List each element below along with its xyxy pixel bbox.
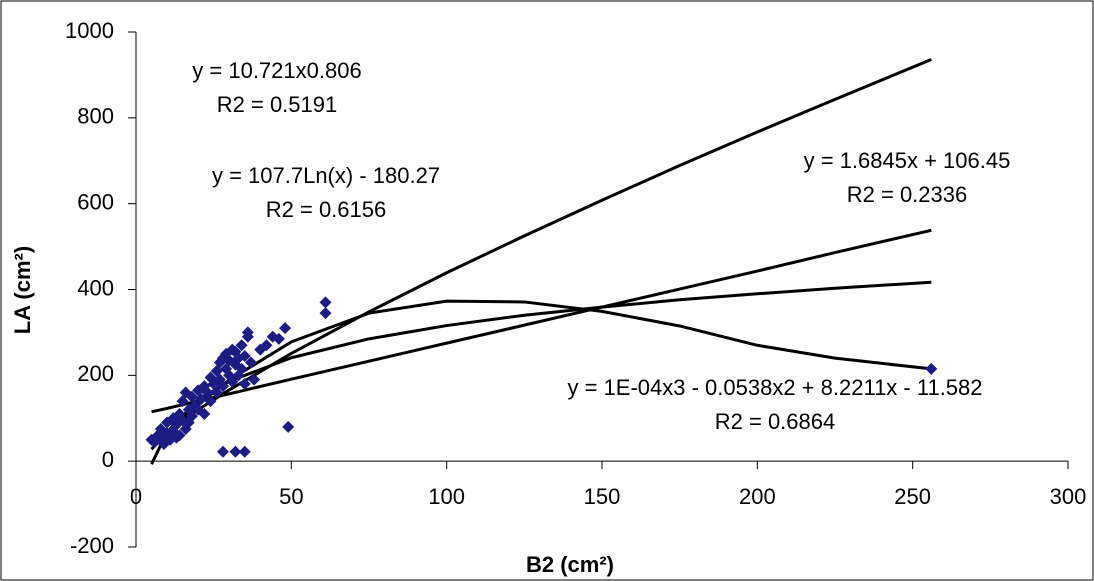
data-point xyxy=(204,395,217,408)
data-point xyxy=(235,362,248,375)
trendline-equation: y = 1E-04x3 - 0.0538x2 + 8.2211x - 11.58… xyxy=(567,375,982,400)
data-point xyxy=(216,380,229,393)
data-point xyxy=(272,332,285,345)
data-point xyxy=(235,339,248,352)
x-tick-label: 50 xyxy=(279,484,303,509)
trendline-equation: y = 1.6845x + 106.45 xyxy=(804,148,1011,173)
x-tick-label: 150 xyxy=(584,484,621,509)
x-tick-label: 200 xyxy=(739,484,776,509)
trendline-equation: R2 = 0.2336 xyxy=(847,182,967,207)
x-tick-label: 250 xyxy=(894,484,931,509)
data-point xyxy=(198,407,211,420)
data-point xyxy=(195,392,208,405)
data-point xyxy=(260,339,273,352)
trendline-equation: R2 = 0.6864 xyxy=(715,409,835,434)
data-point xyxy=(210,386,223,399)
data-point xyxy=(248,373,261,386)
trendline-equation: R2 = 0.6156 xyxy=(266,197,386,222)
y-tick-label: 600 xyxy=(77,189,114,214)
data-point xyxy=(238,377,251,390)
x-tick-label: 0 xyxy=(130,484,142,509)
data-point xyxy=(241,330,254,343)
y-tick-label: -200 xyxy=(70,533,114,558)
y-axis-title: LA (cm²) xyxy=(10,246,35,334)
data-point xyxy=(282,420,295,433)
data-point xyxy=(925,362,938,375)
y-tick-label: 0 xyxy=(102,447,114,472)
trendline-equation: y = 107.7Ln(x) - 180.27 xyxy=(212,163,440,188)
y-tick-label: 1000 xyxy=(65,18,114,43)
y-tick-label: 800 xyxy=(77,104,114,129)
data-point xyxy=(279,322,292,335)
data-point xyxy=(244,356,257,369)
x-axis-title: B2 (cm²) xyxy=(526,552,614,577)
trendline-equation: y = 10.721x0.806 xyxy=(192,58,361,83)
y-tick-label: 400 xyxy=(77,275,114,300)
data-point xyxy=(238,445,251,458)
data-point xyxy=(216,445,229,458)
data-point xyxy=(185,410,198,423)
data-point xyxy=(319,296,332,309)
data-point xyxy=(229,445,242,458)
x-tick-label: 100 xyxy=(428,484,465,509)
trendline-equation: R2 = 0.5191 xyxy=(217,92,337,117)
y-tick-label: 200 xyxy=(77,361,114,386)
x-tick-label: 300 xyxy=(1050,484,1087,509)
data-point xyxy=(238,350,251,363)
data-point xyxy=(173,429,186,442)
data-point xyxy=(319,307,332,320)
data-point xyxy=(226,375,239,388)
